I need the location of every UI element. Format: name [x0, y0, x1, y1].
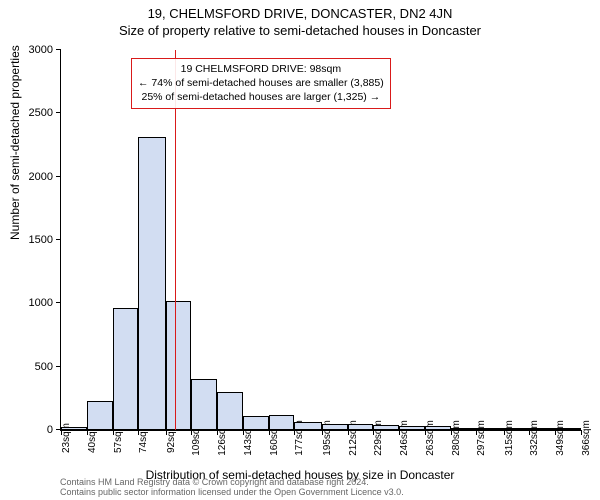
- y-axis-label: Number of semi-detached properties: [8, 45, 22, 240]
- histogram-bar: [243, 416, 269, 430]
- footer-attribution: Contains HM Land Registry data © Crown c…: [60, 478, 404, 498]
- x-tick-label: 315sqm: [504, 420, 515, 456]
- info-box-line: 19 CHELMSFORD DRIVE: 98sqm: [138, 62, 384, 76]
- info-box-line: 25% of semi-detached houses are larger (…: [138, 90, 384, 104]
- histogram-bar: [425, 426, 451, 430]
- footer-line2: Contains public sector information licen…: [60, 488, 404, 498]
- chart-title: 19, CHELMSFORD DRIVE, DONCASTER, DN2 4JN: [0, 0, 600, 21]
- x-tick-label: 349sqm: [555, 420, 566, 456]
- chart-container: 19, CHELMSFORD DRIVE, DONCASTER, DN2 4JN…: [0, 0, 600, 500]
- y-tick-mark: [56, 176, 61, 177]
- x-tick-label: 332sqm: [529, 420, 540, 456]
- chart-subtitle: Size of property relative to semi-detach…: [0, 21, 600, 38]
- y-tick-label: 500: [35, 361, 53, 373]
- histogram-bar: [555, 428, 581, 430]
- y-tick-label: 2000: [29, 171, 53, 183]
- histogram-bar: [61, 427, 87, 430]
- histogram-bar: [529, 428, 555, 430]
- histogram-bar: [294, 422, 321, 430]
- info-box: 19 CHELMSFORD DRIVE: 98sqm← 74% of semi-…: [131, 58, 391, 109]
- histogram-bar: [348, 424, 374, 430]
- histogram-bar: [399, 426, 425, 430]
- x-tick-label: 297sqm: [476, 420, 487, 456]
- x-tick-label: 280sqm: [451, 420, 462, 456]
- y-tick-label: 1500: [29, 234, 53, 246]
- plot-area: 05001000150020002500300023sqm40sqm57sqm7…: [60, 50, 581, 431]
- histogram-bar: [138, 137, 165, 430]
- histogram-bar: [113, 308, 139, 430]
- x-tick-label: 366sqm: [581, 420, 592, 456]
- histogram-bar: [504, 428, 530, 430]
- histogram-bar: [217, 392, 243, 430]
- histogram-bar: [322, 424, 348, 430]
- info-box-line: ← 74% of semi-detached houses are smalle…: [138, 76, 384, 90]
- histogram-bar: [191, 379, 217, 430]
- histogram-bar: [476, 428, 503, 430]
- y-tick-mark: [56, 239, 61, 240]
- y-tick-label: 3000: [29, 44, 53, 56]
- y-tick-label: 1000: [29, 297, 53, 309]
- y-tick-label: 0: [47, 424, 53, 436]
- histogram-bar: [451, 428, 477, 430]
- histogram-bar: [166, 301, 192, 430]
- y-tick-label: 2500: [29, 107, 53, 119]
- histogram-bar: [373, 425, 399, 430]
- y-tick-mark: [56, 49, 61, 50]
- y-tick-mark: [56, 302, 61, 303]
- histogram-bar: [269, 415, 295, 430]
- y-tick-mark: [56, 366, 61, 367]
- histogram-bar: [87, 401, 113, 430]
- y-tick-mark: [56, 112, 61, 113]
